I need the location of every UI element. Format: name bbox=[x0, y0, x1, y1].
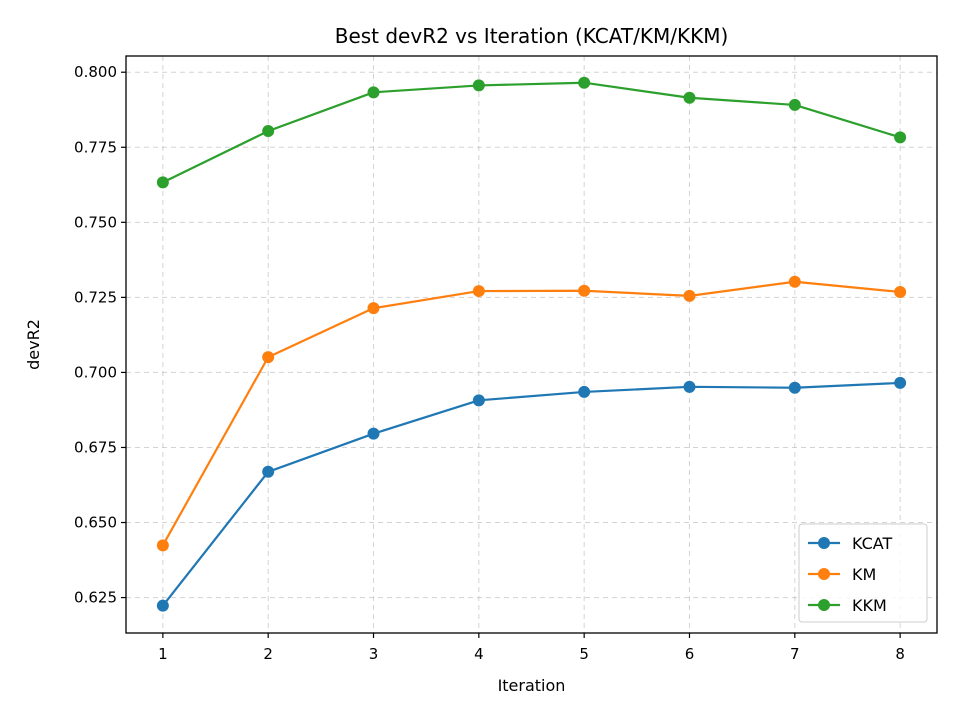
y-tick-label: 0.775 bbox=[74, 138, 117, 156]
data-point-kcat bbox=[367, 427, 380, 440]
y-tick-label: 0.700 bbox=[74, 363, 117, 381]
y-axis-label: devR2 bbox=[24, 319, 43, 370]
data-point-km bbox=[894, 285, 907, 298]
x-tick-label: 5 bbox=[579, 645, 589, 663]
plot-frame bbox=[125, 55, 938, 634]
x-axis-label: Iteration bbox=[498, 676, 566, 695]
data-point-kkm bbox=[788, 98, 801, 111]
series-lines bbox=[156, 76, 907, 612]
chart-title: Best devR2 vs Iteration (KCAT/KM/KKM) bbox=[335, 24, 729, 48]
data-point-km bbox=[578, 284, 591, 297]
data-point-km bbox=[472, 285, 485, 298]
x-tick-label: 7 bbox=[790, 645, 800, 663]
data-point-kcat bbox=[472, 394, 485, 407]
data-point-kcat bbox=[788, 381, 801, 394]
legend-swatch-marker-kcat bbox=[818, 537, 830, 549]
data-point-kcat bbox=[578, 385, 591, 398]
series-line-km bbox=[161, 280, 901, 546]
legend-label-kcat: KCAT bbox=[852, 534, 892, 553]
y-tick-label: 0.750 bbox=[74, 213, 117, 231]
x-axis-ticks: 1 2 3 4 5 6 7 8 bbox=[158, 633, 905, 663]
series-kcat bbox=[156, 376, 907, 612]
data-point-kkm bbox=[367, 86, 380, 99]
data-point-kcat bbox=[156, 599, 169, 612]
legend-box bbox=[798, 523, 928, 623]
legend-swatch-marker-km bbox=[818, 568, 830, 580]
x-tick-label: 6 bbox=[685, 645, 695, 663]
grid bbox=[126, 56, 937, 633]
data-point-kkm bbox=[262, 125, 275, 138]
y-tick-label: 0.675 bbox=[74, 438, 117, 456]
x-tick-label: 1 bbox=[158, 645, 168, 663]
x-tick-label: 3 bbox=[369, 645, 379, 663]
data-point-km bbox=[788, 275, 801, 288]
data-point-kkm bbox=[683, 91, 696, 104]
data-point-kkm bbox=[472, 79, 485, 92]
y-tick-label: 0.800 bbox=[74, 63, 117, 81]
data-point-kcat bbox=[262, 465, 275, 478]
y-tick-label: 0.725 bbox=[74, 288, 117, 306]
data-point-km bbox=[367, 302, 380, 315]
x-tick-label: 2 bbox=[263, 645, 273, 663]
legend-label-km: KM bbox=[852, 565, 876, 584]
series-line-kcat bbox=[161, 381, 901, 607]
y-axis-ticks: 0.625 0.650 0.675 0.700 0.725 0.750 0.775 0.800 bbox=[74, 63, 126, 607]
y-tick-label: 0.650 bbox=[74, 514, 117, 532]
x-tick-label: 4 bbox=[474, 645, 484, 663]
series-kkm bbox=[156, 76, 907, 189]
legend-label-kkm: KKM bbox=[852, 596, 887, 615]
legend: KCAT KM KKM bbox=[798, 523, 928, 623]
series-line-kkm bbox=[162, 81, 901, 184]
data-point-kcat bbox=[683, 380, 696, 393]
y-tick-label: 0.625 bbox=[74, 589, 117, 607]
data-point-kkm bbox=[578, 76, 591, 89]
data-point-km bbox=[262, 351, 275, 364]
legend-swatch-marker-kkm bbox=[818, 599, 830, 611]
data-point-kkm bbox=[894, 131, 907, 144]
data-point-kcat bbox=[894, 376, 907, 389]
data-point-km bbox=[683, 289, 696, 302]
data-point-km bbox=[156, 539, 169, 552]
x-tick-label: 8 bbox=[895, 645, 905, 663]
data-point-kkm bbox=[156, 176, 169, 189]
series-km bbox=[156, 275, 907, 552]
